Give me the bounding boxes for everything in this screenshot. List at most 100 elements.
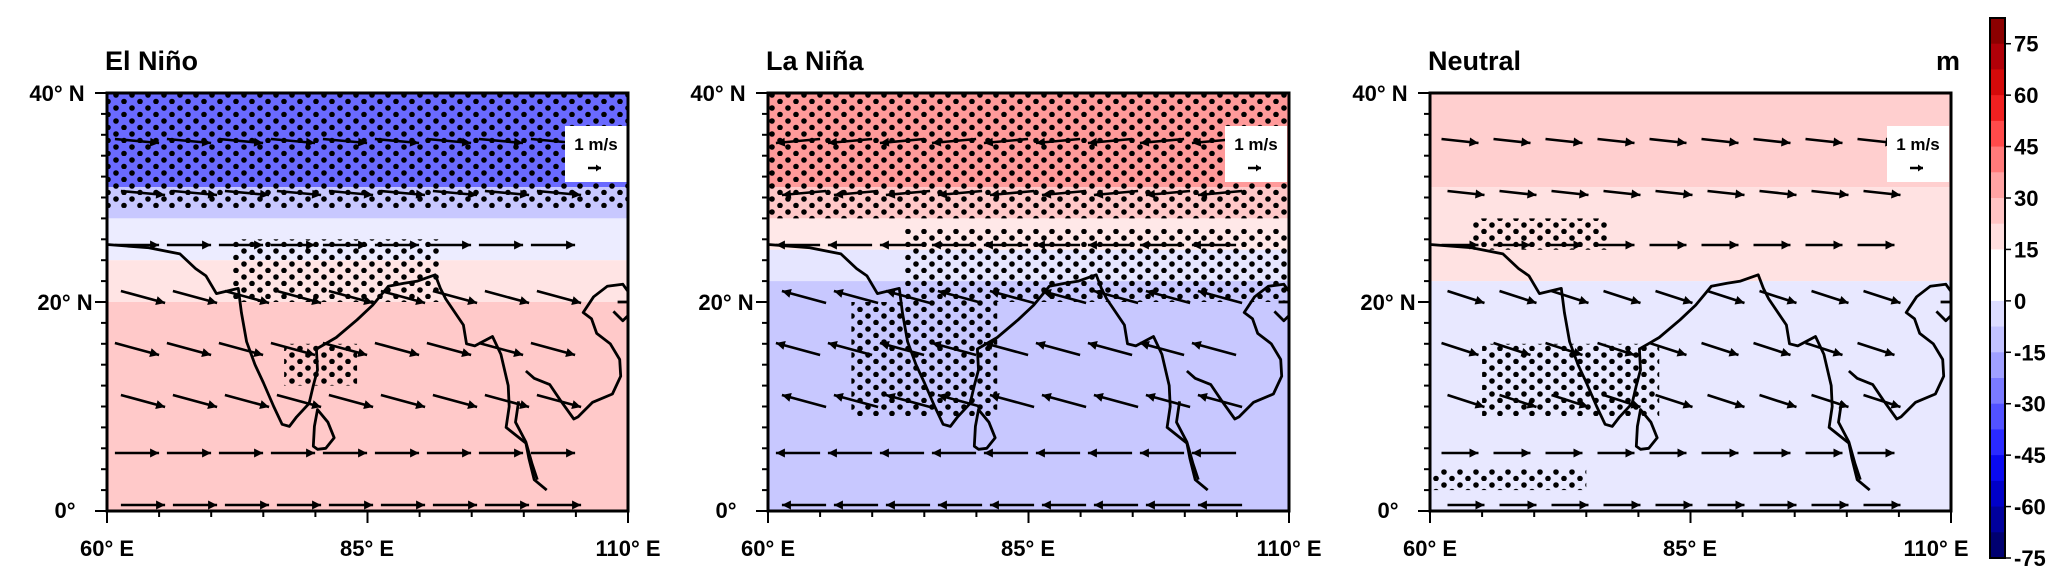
- wind-vector-head: [467, 189, 478, 199]
- wind-vector-head: [1469, 448, 1479, 458]
- wind-vector-head: [363, 296, 374, 305]
- coastline-segment: [1175, 401, 1200, 481]
- wind-vector-head: [1093, 500, 1103, 510]
- significance-stipple: [1471, 218, 1608, 250]
- colorbar-cell: [1990, 429, 2005, 456]
- wind-vector-head: [1191, 341, 1202, 350]
- x-tick-label: 60° E: [1403, 536, 1457, 561]
- significance-stipple: [768, 93, 1289, 219]
- colorbar-cell: [1990, 223, 2005, 250]
- reference-vector-box: 1 m/s: [1225, 126, 1287, 182]
- wind-vector-head: [1468, 347, 1479, 357]
- wind-vector-head: [1520, 347, 1531, 357]
- coastline-segment: [514, 401, 539, 481]
- colorbar-cell: [1990, 300, 2005, 328]
- wind-vector-head: [462, 448, 472, 458]
- wind-vector-head: [885, 500, 895, 510]
- wind-vector-head: [1197, 189, 1208, 199]
- wind-vector-head: [1677, 448, 1687, 458]
- wind-vector-head: [468, 500, 478, 510]
- wind-vector-head: [937, 500, 947, 510]
- wind-vector-head: [461, 137, 472, 147]
- wind-vector-head: [1838, 295, 1849, 305]
- significance-stipple: [851, 302, 998, 417]
- wind-vector-head: [254, 240, 264, 250]
- wind-vector-head: [989, 189, 1000, 199]
- field-band: [768, 281, 1289, 511]
- wind-vector-head: [1780, 347, 1791, 357]
- plot-frame: [105, 91, 630, 513]
- wind-vector-head: [306, 448, 316, 458]
- colorbar-tick-label: 30: [2014, 186, 2038, 211]
- wind-vector-head: [937, 393, 948, 402]
- reference-vector-label: 1 m/s: [1234, 135, 1277, 154]
- coastline-segment: [106, 243, 548, 492]
- colorbar-tick-label: -30: [2014, 392, 2046, 417]
- wind-vector-head: [1521, 448, 1531, 458]
- colorbar-cell: [1990, 120, 2005, 148]
- wind-vector-head: [363, 400, 374, 409]
- wind-vector-head: [1469, 137, 1479, 147]
- panel-la-nina: La Niña 1 m/s 40° N 20° N 0° 60° E 85° E…: [690, 46, 1321, 561]
- wind-vector-head: [879, 341, 890, 350]
- wind-vector-head: [571, 400, 582, 409]
- wind-vector-head: [1578, 295, 1589, 305]
- wind-vector-head: [879, 240, 889, 250]
- wind-vector-head: [1087, 341, 1098, 350]
- wind-vector-head: [1139, 137, 1150, 147]
- colorbar-cell: [1990, 146, 2005, 173]
- wind-vector-head: [1729, 137, 1739, 147]
- wind-vector-head: [775, 341, 786, 350]
- wind-vector-head: [155, 189, 166, 199]
- x-tick-label: 60° E: [741, 536, 795, 561]
- wind-vector-head: [1735, 189, 1745, 199]
- colorbar-labels: 75 60 45 30 15 0 -15 -30 -45 -60 -75: [2005, 32, 2046, 571]
- wind-vector-head: [1573, 240, 1583, 250]
- panel-el-nino: El Niño 1 m/s 40° N 20° N 0° 60° E 85° E…: [29, 46, 660, 561]
- colorbar-cell: [1990, 480, 2005, 508]
- colorbar-cell: [1990, 275, 2005, 302]
- reference-box-background: [1225, 126, 1287, 182]
- colorbar-cell: [1990, 69, 2005, 96]
- wind-vector-head: [1781, 137, 1791, 147]
- y-tick-label: 0°: [1377, 498, 1398, 523]
- colorbar-cell: [1990, 506, 2005, 533]
- reference-box-background: [565, 126, 627, 182]
- coastline-segment: [1634, 408, 1659, 451]
- wind-vector-head: [1093, 189, 1104, 199]
- colorbar-tick-label: 0: [2014, 289, 2026, 314]
- wind-vector-head: [357, 348, 368, 357]
- x-tick-label: 60° E: [80, 536, 134, 561]
- wind-vector-head: [1527, 500, 1537, 510]
- wind-vector-head: [1579, 189, 1589, 199]
- y-tick-label: 0°: [715, 498, 736, 523]
- x-tick-label: 110° E: [1256, 536, 1321, 561]
- wind-vector-head: [519, 400, 530, 409]
- wind-vector-head: [1041, 500, 1051, 510]
- wind-vector-head: [415, 400, 426, 409]
- wind-vector-head: [1624, 347, 1635, 357]
- wind-vector-head: [208, 500, 218, 510]
- wind-vector-head: [1578, 399, 1589, 409]
- vector-layer: [775, 137, 1243, 510]
- wind-vector-head: [462, 240, 472, 250]
- wind-vector-head: [1781, 448, 1791, 458]
- wind-vector-head: [1145, 289, 1156, 298]
- wind-vector-head: [1145, 393, 1156, 402]
- colorbar-tick-label: -15: [2014, 340, 2046, 365]
- wind-vector-head: [1734, 295, 1745, 305]
- wind-vector-head: [827, 240, 837, 250]
- wind-vector-head: [989, 393, 1000, 402]
- wind-vector-head: [358, 448, 368, 458]
- wind-vector-head: [983, 240, 993, 250]
- stipple-layer: [768, 93, 1289, 417]
- y-tick-label: 20° N: [698, 290, 753, 315]
- wind-vector-head: [775, 137, 786, 147]
- wind-vector-head: [781, 189, 792, 199]
- wind-vector-head: [1526, 295, 1537, 305]
- colorbar-cell: [1990, 403, 2005, 430]
- wind-vector-head: [519, 296, 530, 305]
- coastline-segment: [972, 408, 997, 451]
- wind-vector-head: [260, 500, 270, 510]
- wind-vector-head: [201, 348, 212, 357]
